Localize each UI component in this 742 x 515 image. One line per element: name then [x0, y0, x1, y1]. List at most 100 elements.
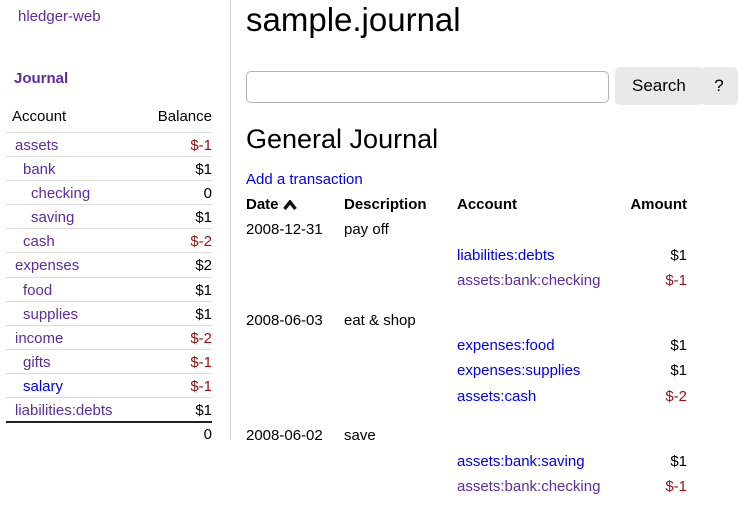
account-balance: $-2: [190, 329, 212, 347]
account-row: bank $1: [6, 156, 212, 180]
account-header: Account: [457, 196, 517, 213]
sidebar: hledger-web Journal Account Balance asse…: [0, 0, 231, 443]
posting-account-link[interactable]: expenses:supplies: [457, 362, 581, 380]
posting-account: assets:bank:saving: [457, 453, 625, 470]
account-link[interactable]: bank: [23, 161, 56, 179]
accounts-total: 0: [6, 421, 212, 445]
account-balance: $1: [195, 209, 212, 227]
transaction-title-row: 2008-12-31 pay off: [246, 219, 687, 244]
account-row: food $1: [6, 276, 212, 301]
account-row: gifts $-1: [6, 348, 212, 373]
posting-row: assets:cash $-2: [246, 386, 687, 411]
account-link[interactable]: cash: [23, 233, 55, 251]
account-balance: $1: [195, 305, 212, 323]
accounts-header-balance: Balance: [157, 108, 212, 125]
account-row: supplies $1: [6, 300, 212, 325]
account-row: expenses $2: [6, 252, 212, 276]
account-link[interactable]: checking: [31, 185, 91, 203]
journal-table-body: 2008-12-31 pay off liabilities:debts $1 asse…: [246, 219, 687, 501]
account-link[interactable]: gifts: [23, 353, 51, 371]
posting-amount: $-1: [665, 272, 687, 290]
posting-account-link[interactable]: liabilities:debts: [457, 246, 555, 264]
posting-amount: $-2: [665, 387, 687, 405]
account-balance: $2: [195, 257, 212, 275]
posting-account-link[interactable]: assets:cash: [457, 387, 537, 405]
account-row: cash $-2: [6, 228, 212, 252]
posting-account: liabilities:debts: [457, 247, 625, 264]
account-row: checking 0: [6, 180, 212, 204]
posting-account-link[interactable]: assets:bank:checking: [457, 272, 601, 290]
search-form: Search ?: [246, 67, 738, 105]
main-content: sample.journal Search ? General Journal …: [246, 0, 738, 495]
account-row: income $-2: [6, 324, 212, 349]
transaction-date: 2008-06-03: [246, 311, 323, 329]
posting-amount: $-1: [665, 477, 687, 495]
accounts-table-body: assets $-1 bank $1 checking 0 saving $1 cash $-2 e…: [6, 132, 212, 421]
transaction: 2008-06-03 eat & shop expenses:food $1 expen…: [246, 310, 687, 412]
account-link[interactable]: saving: [31, 209, 75, 227]
posting-account: expenses:supplies: [457, 362, 625, 379]
accounts-table: Account Balance assets $-1 bank $1 checking 0…: [6, 103, 212, 445]
posting-account: assets:bank:checking: [457, 478, 625, 495]
account-link[interactable]: salary: [23, 377, 64, 395]
posting-row: liabilities:debts $1: [246, 245, 687, 270]
account-balance: $-1: [190, 137, 212, 154]
add-transaction-link[interactable]: Add a transaction: [246, 171, 363, 188]
accounts-header-account: Account: [12, 108, 67, 125]
transaction-date: 2008-06-02: [246, 427, 323, 445]
transaction-title-row: 2008-06-03 eat & shop: [246, 310, 687, 335]
account-row: saving $1: [6, 204, 212, 228]
journal-table-header: Date Description Account Amount: [246, 194, 687, 219]
posting-row: expenses:food $1: [246, 335, 687, 360]
date-sort-header[interactable]: Date: [246, 196, 344, 213]
account-balance: $-1: [190, 353, 212, 371]
posting-account-link[interactable]: assets:bank:checking: [457, 477, 601, 495]
posting-amount: $1: [670, 336, 687, 354]
posting-row: expenses:supplies $1: [246, 360, 687, 385]
transaction-title-row: 2008-06-02 save: [246, 425, 687, 450]
description-header: Description: [344, 196, 427, 213]
account-link[interactable]: supplies: [23, 305, 79, 323]
account-link[interactable]: expenses: [15, 257, 80, 275]
account-balance: $-2: [190, 233, 212, 251]
search-help-button[interactable]: ?: [700, 67, 738, 105]
transaction: 2008-06-02 save assets:bank:saving $1 assets…: [246, 425, 687, 501]
search-input[interactable]: [246, 71, 609, 103]
transaction-date: 2008-12-31: [246, 221, 323, 239]
date-header-label: Date: [246, 196, 279, 213]
account-balance: 0: [203, 185, 212, 203]
amount-header: Amount: [630, 196, 687, 213]
account-balance: $1: [195, 281, 212, 299]
accounts-table-header: Account Balance: [6, 103, 212, 132]
transaction-description: eat & shop: [344, 311, 416, 329]
posting-amount: $1: [670, 452, 687, 470]
account-balance: $1: [195, 402, 212, 420]
posting-account: expenses:food: [457, 337, 625, 354]
posting-row: assets:bank:checking $-1: [246, 270, 687, 295]
posting-account-link[interactable]: assets:bank:saving: [457, 452, 585, 470]
posting-account: assets:bank:checking: [457, 272, 625, 289]
page-title: sample.journal: [246, 1, 461, 38]
posting-amount: $1: [670, 362, 687, 380]
posting-row: assets:bank:checking $-1: [246, 476, 687, 501]
account-balance: $-1: [190, 377, 212, 395]
app-title-link[interactable]: hledger-web: [18, 8, 101, 25]
section-title: General Journal: [246, 124, 439, 154]
posting-amount: $1: [670, 246, 687, 264]
account-link[interactable]: income: [15, 329, 64, 347]
transaction-description: save: [344, 427, 376, 445]
posting-row: assets:bank:saving $1: [246, 451, 687, 476]
account-balance: $1: [195, 161, 212, 179]
search-button[interactable]: Search: [615, 67, 703, 105]
account-row: assets $-1: [6, 132, 212, 156]
sidebar-item-journal[interactable]: Journal: [14, 70, 69, 87]
account-link[interactable]: assets: [15, 137, 59, 154]
transaction-description: pay off: [344, 221, 389, 239]
journal-table: Date Description Account Amount 2008-12-…: [246, 194, 687, 515]
posting-account: assets:cash: [457, 388, 625, 405]
account-link[interactable]: liabilities:debts: [15, 402, 113, 420]
posting-account-link[interactable]: expenses:food: [457, 336, 555, 354]
account-link[interactable]: food: [23, 281, 53, 299]
transaction: 2008-12-31 pay off liabilities:debts $1 asse…: [246, 219, 687, 295]
account-row: liabilities:debts $1: [6, 397, 212, 421]
